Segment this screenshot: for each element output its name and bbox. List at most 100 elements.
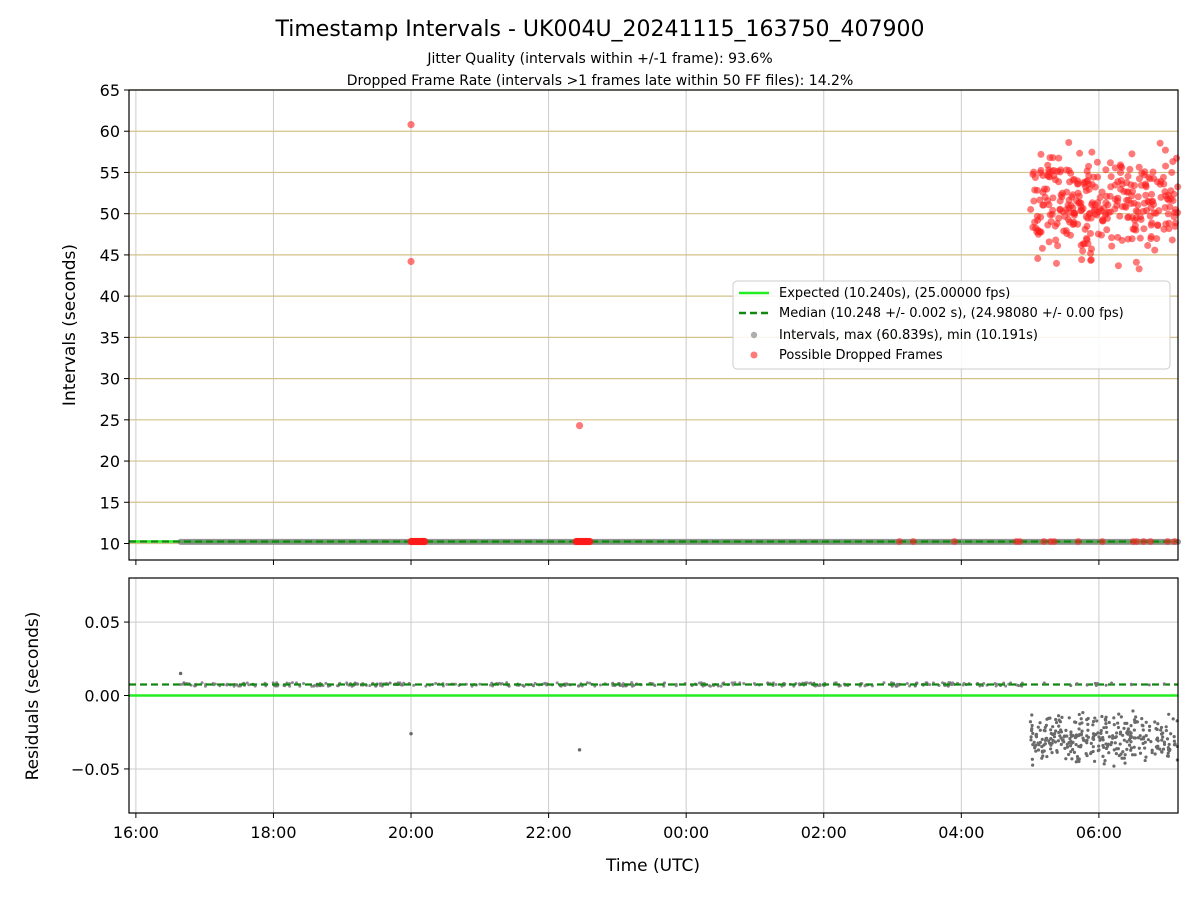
residual-point <box>1057 724 1061 728</box>
residual-point <box>1104 715 1108 719</box>
dropped-frame-point <box>1079 204 1087 212</box>
residual-point <box>1144 755 1148 759</box>
residual-point <box>178 671 183 676</box>
residual-point <box>1143 758 1147 763</box>
residual-point <box>1068 736 1072 741</box>
residual-point <box>1122 726 1126 730</box>
residual-point <box>1111 734 1115 738</box>
residual-point <box>1030 713 1034 717</box>
dropped-frame-point <box>1054 242 1062 250</box>
dropped-frame-point <box>1055 214 1063 222</box>
residual-point <box>1030 757 1034 761</box>
dropped-frame-point <box>1154 221 1162 229</box>
residual-point <box>1150 748 1154 752</box>
dropped-frame-point <box>1153 178 1161 186</box>
dropped-frame-point <box>1127 181 1135 189</box>
residual-point <box>1063 734 1067 738</box>
dropped-frame-point <box>1117 169 1125 177</box>
residual-point <box>1083 739 1088 743</box>
dropped-frame-point <box>1060 227 1068 235</box>
dropped-frame-point <box>407 257 415 266</box>
residual-point <box>1051 725 1055 729</box>
dropped-frame-point <box>1121 202 1129 210</box>
dropped-frame-point <box>1076 149 1084 157</box>
residual-point <box>1104 683 1108 687</box>
residual-point <box>1038 721 1042 725</box>
residual-point <box>1081 711 1085 715</box>
residual-point <box>1031 763 1035 767</box>
residual-point <box>1058 734 1062 738</box>
dropped-frame-point <box>1124 235 1132 243</box>
residual-point <box>928 683 932 687</box>
dropped-frame-point <box>1016 538 1024 545</box>
residual-point <box>1125 721 1129 725</box>
dropped-frame-point <box>1127 200 1135 208</box>
dropped-frame-point <box>1168 236 1176 244</box>
dropped-frame-point <box>1148 190 1156 198</box>
dropped-frame-point <box>1034 254 1042 262</box>
dropped-frame-point <box>1063 188 1071 196</box>
legend-box <box>732 280 1171 370</box>
dropped-frame-point <box>1083 167 1091 175</box>
dropped-frame-point <box>1108 242 1116 250</box>
residual-point <box>1138 751 1143 755</box>
dropped-frame-point <box>1027 205 1035 213</box>
bottom-x-tick-label: 22:00 <box>526 823 572 842</box>
residual-point <box>1091 749 1095 754</box>
residual-point <box>1060 738 1065 742</box>
dropped-frame-point <box>1049 194 1057 202</box>
dropped-frame-point <box>1065 209 1073 217</box>
residual-point <box>1031 743 1035 747</box>
residual-point <box>1154 745 1159 749</box>
dropped-frame-point <box>1132 258 1140 266</box>
dropped-frame-point <box>1164 210 1172 218</box>
dropped-frame-point <box>1053 219 1061 227</box>
dropped-frame-point <box>1037 150 1045 158</box>
dropped-frame-point <box>1135 175 1143 183</box>
residual-point <box>1049 731 1053 736</box>
legend-median-label: Median (10.248 +/- 0.002 s), (24.98080 +… <box>779 306 1124 321</box>
residual-point <box>1092 759 1097 763</box>
residual-point <box>1167 742 1171 747</box>
dropped-frame-point <box>1114 197 1122 205</box>
dropped-frame-point <box>1040 538 1048 545</box>
dropped-frame-point <box>1125 213 1133 221</box>
dropped-frame-point <box>1097 231 1105 239</box>
residual-point <box>1054 729 1058 733</box>
dropped-frame-point <box>1059 208 1067 216</box>
residual-point <box>290 681 294 685</box>
residual-point <box>1077 712 1081 717</box>
residual-point <box>1092 737 1096 741</box>
chart-subtitle-jitter: Jitter Quality (intervals within +/-1 fr… <box>426 51 772 67</box>
residual-point <box>1120 756 1124 760</box>
residual-point <box>1049 736 1053 741</box>
dropped-frame-point <box>1107 183 1115 191</box>
residual-point <box>719 684 723 688</box>
residual-point <box>1162 740 1167 744</box>
residual-point <box>368 684 372 688</box>
residual-point <box>1110 736 1115 740</box>
residual-point <box>752 681 756 685</box>
top-y-axis-label: Intervals (seconds) <box>60 244 80 406</box>
residual-point <box>1065 742 1069 746</box>
residual-point <box>1143 740 1147 744</box>
residual-point <box>1069 684 1073 688</box>
dropped-frame-point <box>1124 172 1132 180</box>
dropped-frame-point <box>1108 234 1116 242</box>
residual-point <box>1040 745 1044 749</box>
residual-point <box>1031 731 1035 735</box>
residual-point <box>1149 740 1153 744</box>
dropped-frame-point <box>1116 212 1124 220</box>
dropped-frame-point <box>1049 154 1057 162</box>
dropped-frame-point <box>1135 163 1143 171</box>
top-y-tick-label: 15 <box>100 493 120 512</box>
residual-point <box>1169 732 1173 736</box>
residual-point <box>1089 751 1093 756</box>
dropped-frame-point <box>1171 222 1179 230</box>
dropped-frame-point <box>1102 192 1110 200</box>
residual-point <box>478 682 482 686</box>
dropped-frame-point <box>1082 178 1090 186</box>
residual-point <box>1167 712 1171 716</box>
residual-point <box>1063 746 1067 750</box>
residual-point <box>1107 751 1111 755</box>
